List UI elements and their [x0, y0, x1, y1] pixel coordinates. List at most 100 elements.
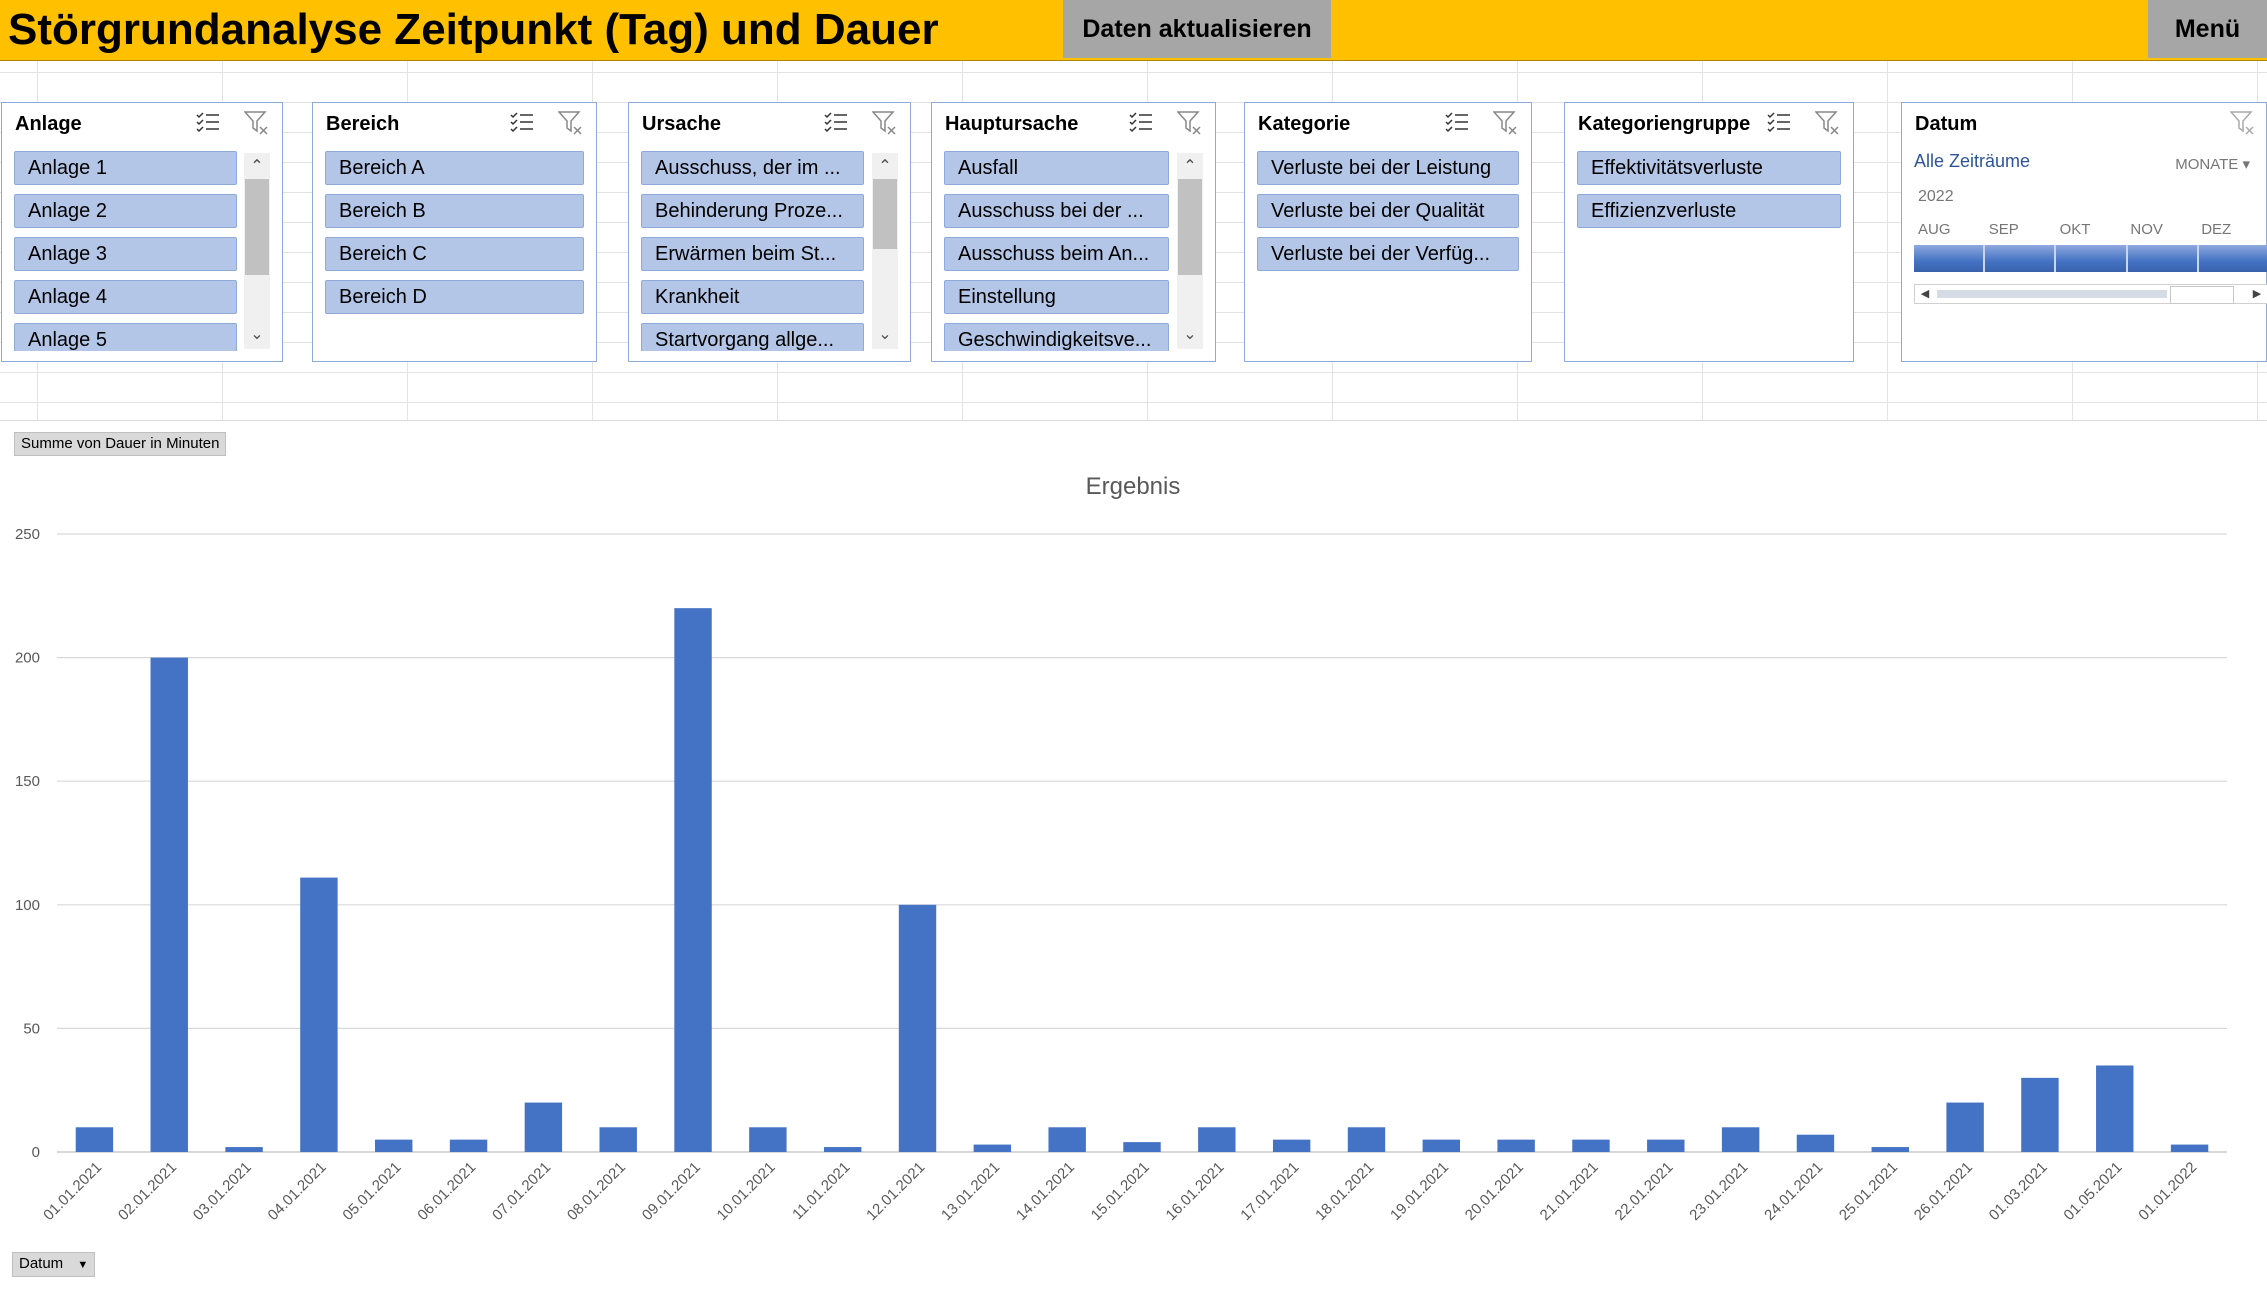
bar[interactable]: [674, 608, 712, 1152]
bar[interactable]: [1198, 1127, 1236, 1152]
multi-select-icon[interactable]: [1129, 111, 1155, 135]
bar[interactable]: [749, 1127, 787, 1152]
multi-select-icon[interactable]: [510, 111, 536, 135]
scroll-down-icon[interactable]: ⌄: [878, 326, 892, 343]
bar[interactable]: [1946, 1102, 1984, 1152]
bar[interactable]: [1048, 1127, 1086, 1152]
scroll-right-icon[interactable]: ▶: [2252, 288, 2262, 300]
slicer-item-list: Bereich A Bereich B Bereich C Bereich D: [325, 151, 584, 351]
slicer-scrollbar[interactable]: ⌃ ⌄: [872, 153, 898, 349]
scroll-down-icon[interactable]: ⌄: [1183, 326, 1197, 343]
axis-field-button[interactable]: Datum ▼: [12, 1252, 96, 1277]
slicer-item[interactable]: Bereich B: [325, 194, 584, 228]
multi-select-icon[interactable]: [196, 111, 222, 135]
menu-button[interactable]: Menü: [2148, 0, 2267, 58]
slicer-item[interactable]: Anlage 1: [14, 151, 237, 185]
slicer-item[interactable]: Effizienzverluste: [1577, 194, 1841, 228]
month-tile[interactable]: [2128, 245, 2199, 272]
slicer-item-list: Anlage 1 Anlage 2 Anlage 3 Anlage 4 Anla…: [14, 151, 237, 351]
refresh-data-button[interactable]: Daten aktualisieren: [1063, 0, 1331, 58]
bar[interactable]: [823, 1147, 862, 1152]
scroll-up-icon[interactable]: ⌃: [250, 158, 264, 175]
clear-filter-icon[interactable]: [1177, 111, 1203, 135]
scroll-track[interactable]: [1937, 290, 2167, 298]
multi-select-icon[interactable]: [1767, 111, 1793, 135]
bar[interactable]: [150, 657, 188, 1152]
all-periods-link[interactable]: Alle Zeiträume: [1914, 151, 2031, 171]
slicer-item[interactable]: Verluste bei der Verfüg...: [1257, 237, 1519, 271]
slicer-item[interactable]: Ausschuss bei der ...: [944, 194, 1169, 228]
slicer-item[interactable]: Effektivitätsverluste: [1577, 151, 1841, 185]
slicer-item[interactable]: Ausschuss, der im ...: [641, 151, 864, 185]
clear-filter-icon[interactable]: [2230, 111, 2256, 135]
clear-filter-icon[interactable]: [1815, 111, 1841, 135]
slicer-item[interactable]: Bereich C: [325, 237, 584, 271]
scroll-down-icon[interactable]: ⌄: [250, 326, 264, 343]
slicer-item[interactable]: Anlage 5: [14, 323, 237, 351]
month-label: OKT: [2059, 221, 2091, 238]
bar[interactable]: [225, 1147, 263, 1152]
bar[interactable]: [375, 1139, 413, 1152]
bar[interactable]: [75, 1127, 114, 1152]
slicer-item-list: Verluste bei der Leistung Verluste bei d…: [1257, 151, 1519, 351]
bar[interactable]: [1721, 1127, 1760, 1152]
scroll-up-icon[interactable]: ⌃: [1183, 158, 1197, 175]
bar[interactable]: [973, 1144, 1012, 1152]
slicer-item[interactable]: Einstellung: [944, 280, 1169, 314]
bar[interactable]: [1272, 1139, 1311, 1152]
bar[interactable]: [300, 877, 338, 1152]
slicer-item[interactable]: Geschwindigkeitsve...: [944, 323, 1169, 351]
slicer-item[interactable]: Bereich A: [325, 151, 584, 185]
bar[interactable]: [2096, 1065, 2134, 1152]
slicer-item[interactable]: Erwärmen beim St...: [641, 237, 864, 271]
month-tile[interactable]: [2056, 245, 2128, 272]
slicer-item[interactable]: Anlage 2: [14, 194, 237, 228]
scroll-thumb[interactable]: [245, 179, 269, 275]
bar[interactable]: [898, 904, 937, 1152]
bar[interactable]: [1796, 1134, 1835, 1152]
scroll-up-icon[interactable]: ⌃: [878, 158, 892, 175]
bar[interactable]: [1422, 1139, 1461, 1152]
slicer-item[interactable]: Anlage 3: [14, 237, 237, 271]
slicer-scrollbar[interactable]: ⌃ ⌄: [244, 153, 270, 349]
scroll-thumb[interactable]: [1178, 179, 1202, 275]
clear-filter-icon[interactable]: [1493, 111, 1519, 135]
month-tile[interactable]: [1914, 245, 1986, 272]
multi-select-icon[interactable]: [1445, 111, 1471, 135]
slicer-item[interactable]: Ausfall: [944, 151, 1169, 185]
bar[interactable]: [2021, 1077, 2059, 1152]
bar[interactable]: [2170, 1144, 2209, 1152]
slicer-item[interactable]: Startvorgang allge...: [641, 323, 864, 351]
timeline-scrollbar[interactable]: ◀ ▶: [1914, 284, 2267, 304]
slicer-item[interactable]: Verluste bei der Qualität: [1257, 194, 1519, 228]
bar[interactable]: [1871, 1147, 1909, 1152]
month-tile[interactable]: [2199, 245, 2267, 272]
bar[interactable]: [449, 1139, 488, 1152]
time-level-dropdown[interactable]: MONATE ▾: [2175, 155, 2250, 173]
slicer-item[interactable]: Verluste bei der Leistung: [1257, 151, 1519, 185]
scroll-thumb[interactable]: [873, 179, 897, 249]
multi-select-icon[interactable]: [824, 111, 850, 135]
scroll-left-icon[interactable]: ◀: [1920, 288, 1930, 300]
bar[interactable]: [599, 1127, 637, 1152]
slicer-item[interactable]: Bereich D: [325, 280, 584, 314]
slicer-item[interactable]: Krankheit: [641, 280, 864, 314]
value-field-button[interactable]: Summe von Dauer in Minuten: [14, 432, 227, 456]
bar[interactable]: [1647, 1139, 1685, 1152]
clear-filter-icon[interactable]: [558, 111, 584, 135]
timeline-selection-bar[interactable]: [1914, 245, 2267, 272]
bar[interactable]: [1347, 1127, 1386, 1152]
clear-filter-icon[interactable]: [244, 111, 270, 135]
slicer-scrollbar[interactable]: ⌃ ⌄: [1177, 153, 1203, 349]
scroll-thumb[interactable]: [2170, 286, 2234, 304]
month-tile[interactable]: [1985, 245, 2057, 272]
slicer-item[interactable]: Anlage 4: [14, 280, 237, 314]
slicer-item[interactable]: Behinderung Proze...: [641, 194, 864, 228]
clear-filter-icon[interactable]: [872, 111, 898, 135]
x-tick-label: 05.01.2021: [339, 1159, 404, 1224]
bar[interactable]: [524, 1102, 563, 1152]
bar[interactable]: [1123, 1142, 1161, 1152]
slicer-item[interactable]: Ausschuss beim An...: [944, 237, 1169, 271]
bar[interactable]: [1497, 1139, 1535, 1152]
bar[interactable]: [1572, 1139, 1610, 1152]
